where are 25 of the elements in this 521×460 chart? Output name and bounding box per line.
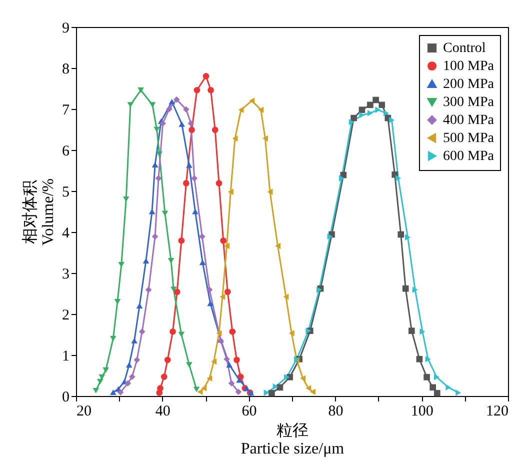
- y-tick-label: 0: [62, 390, 70, 406]
- y-tick-label: 7: [62, 102, 70, 118]
- x-axis-title: 粒径 Particle size/μm: [240, 422, 345, 458]
- legend-label: 500 MPa: [443, 131, 495, 146]
- legend-label: 300 MPa: [443, 95, 495, 110]
- y-tick-label: 4: [62, 226, 70, 242]
- y-tick-label: 5: [62, 184, 70, 200]
- y-tick-label: 1: [62, 348, 70, 364]
- y-tick-label: 6: [62, 144, 70, 160]
- legend-label: 100 MPa: [443, 59, 495, 74]
- x-tick-label: 80: [328, 404, 344, 420]
- legend-label: 600 MPa: [443, 149, 495, 164]
- legend-label: Control: [443, 41, 486, 56]
- x-tick-label: 40: [155, 404, 170, 420]
- y-tick-label: 2: [62, 308, 70, 324]
- y-tick-label: 8: [62, 62, 70, 78]
- x-tick-label: 20: [76, 404, 92, 420]
- y-tick-label: 3: [62, 266, 70, 282]
- legend-label: 400 MPa: [443, 113, 495, 128]
- x-tick-label: 100: [410, 404, 434, 420]
- x-tick-label: 60: [242, 404, 257, 420]
- y-axis-title: 相对体积 Volume/%: [21, 178, 57, 246]
- legend-label: 200 MPa: [443, 77, 495, 92]
- x-tick-label: 120: [486, 404, 508, 420]
- y-tick-label: 9: [62, 20, 70, 36]
